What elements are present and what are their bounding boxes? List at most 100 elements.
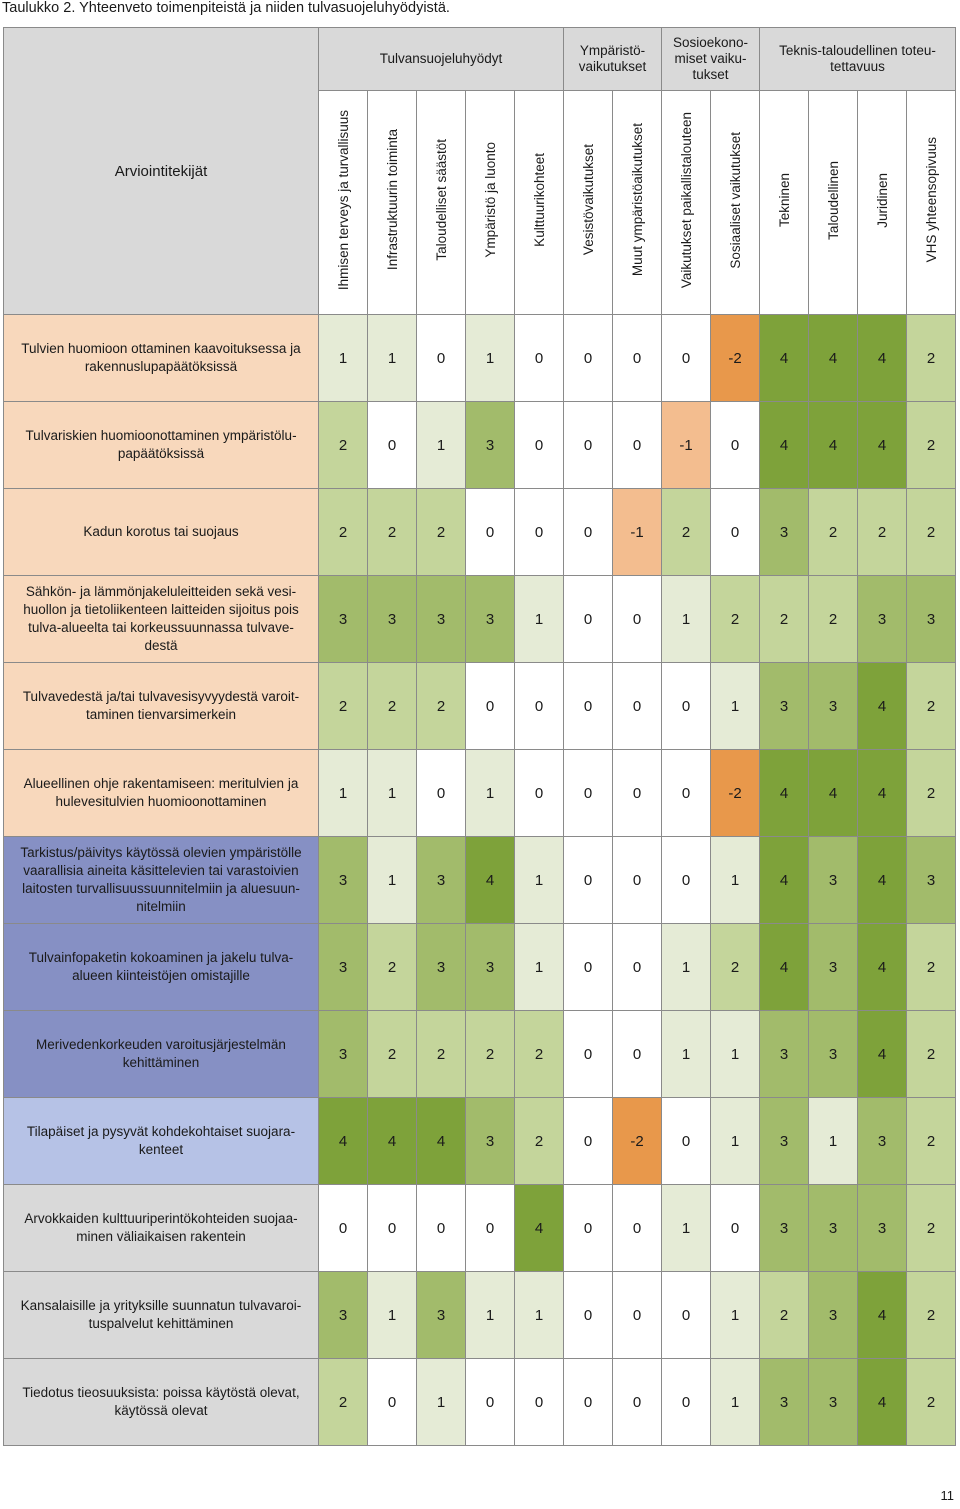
score-cell: 2 <box>367 923 417 1011</box>
score-cell: 1 <box>661 575 711 663</box>
score-cell: 0 <box>710 488 760 576</box>
score-cell: 3 <box>906 836 956 924</box>
column-header: Taloudelliset säästöt <box>416 90 466 315</box>
score-cell: 1 <box>514 1271 564 1359</box>
score-cell: 2 <box>857 488 907 576</box>
score-cell: 4 <box>759 836 809 924</box>
column-header-label: Muut ympäristöaikutukset <box>629 123 645 277</box>
score-cell: 0 <box>710 401 760 489</box>
score-cell: 4 <box>857 1271 907 1359</box>
column-header-label: Vesistövaikutukset <box>580 144 596 256</box>
group-header-flood-protection: Tulvansuojeluhyödyt <box>318 27 564 91</box>
score-cell: 0 <box>416 749 466 837</box>
score-cell: 0 <box>563 662 613 750</box>
measure-label: Tulvariskien huomioonottaminen ympäristö… <box>3 401 319 489</box>
score-cell: 2 <box>906 1358 956 1446</box>
score-cell: 4 <box>808 314 858 402</box>
score-cell: 1 <box>661 923 711 1011</box>
score-cell: 2 <box>759 575 809 663</box>
score-cell: 2 <box>906 1010 956 1098</box>
score-cell: 4 <box>367 1097 417 1185</box>
score-cell: 3 <box>759 1097 809 1185</box>
score-cell: 0 <box>661 836 711 924</box>
summary-table: Arviointitekijät Tulvansuojeluhyödyt Ymp… <box>3 27 956 1446</box>
score-cell: -2 <box>710 314 760 402</box>
score-cell: 0 <box>465 1358 515 1446</box>
measure-label: Tulvainfopaketin kokoaminen ja jakelu tu… <box>3 923 319 1011</box>
score-cell: 3 <box>857 575 907 663</box>
score-cell: 1 <box>710 836 760 924</box>
column-header: VHS yhteensopivuus <box>906 90 956 315</box>
score-cell: 4 <box>759 749 809 837</box>
measure-label: Alueellinen ohje rakentamiseen: meritulv… <box>3 749 319 837</box>
table-row: Alueellinen ohje rakentamiseen: meritulv… <box>3 749 956 837</box>
score-cell: 3 <box>759 488 809 576</box>
column-header-label: VHS yhteensopivuus <box>923 137 939 263</box>
score-cell: 2 <box>661 488 711 576</box>
score-cell: 2 <box>906 1271 956 1359</box>
score-cell: 0 <box>612 1010 662 1098</box>
score-cell: 3 <box>759 662 809 750</box>
score-cell: 1 <box>465 749 515 837</box>
score-cell: 3 <box>808 1358 858 1446</box>
score-cell: 3 <box>416 575 466 663</box>
score-cell: 0 <box>563 836 613 924</box>
score-cell: 2 <box>906 662 956 750</box>
score-cell: 0 <box>612 314 662 402</box>
score-cell: 2 <box>906 314 956 402</box>
table-row: Tulvariskien huomioonottaminen ympäristö… <box>3 401 956 489</box>
score-cell: 4 <box>808 401 858 489</box>
score-cell: 1 <box>318 314 368 402</box>
score-cell: 3 <box>416 1271 466 1359</box>
score-cell: 1 <box>514 836 564 924</box>
score-cell: 0 <box>367 1184 417 1272</box>
score-cell: 3 <box>808 662 858 750</box>
score-cell: 2 <box>416 1010 466 1098</box>
score-cell: 0 <box>563 1010 613 1098</box>
score-cell: 0 <box>563 575 613 663</box>
score-cell: 1 <box>808 1097 858 1185</box>
score-cell: 0 <box>563 1184 613 1272</box>
score-cell: 0 <box>563 401 613 489</box>
score-cell: 2 <box>367 1010 417 1098</box>
score-cell: 1 <box>367 314 417 402</box>
score-cell: 0 <box>563 488 613 576</box>
column-header: Muut ympäristöaikutukset <box>612 90 662 315</box>
score-cell: 4 <box>759 923 809 1011</box>
score-cell: 1 <box>465 314 515 402</box>
score-cell: 2 <box>367 662 417 750</box>
column-header: Juridinen <box>857 90 907 315</box>
measure-label: Tulvien huomioon ottaminen kaavoituksess… <box>3 314 319 402</box>
score-cell: 2 <box>318 1358 368 1446</box>
column-header-label: Juridinen <box>874 172 890 228</box>
measure-label: Arvokkaiden kulttuuriperintökohteiden su… <box>3 1184 319 1272</box>
score-cell: 2 <box>416 488 466 576</box>
score-cell: 3 <box>759 1010 809 1098</box>
score-cell: 0 <box>612 1184 662 1272</box>
score-cell: 3 <box>857 1184 907 1272</box>
score-cell: 4 <box>857 1358 907 1446</box>
score-cell: 0 <box>465 488 515 576</box>
score-cell: 0 <box>514 749 564 837</box>
score-cell: 4 <box>514 1184 564 1272</box>
score-cell: 0 <box>661 662 711 750</box>
score-cell: 0 <box>465 662 515 750</box>
score-cell: 1 <box>710 1271 760 1359</box>
score-cell: 3 <box>416 836 466 924</box>
column-header-label: Kulttuurikohteet <box>531 153 547 247</box>
score-cell: 0 <box>367 401 417 489</box>
score-cell: 0 <box>661 1271 711 1359</box>
score-cell: 2 <box>416 662 466 750</box>
score-cell: 0 <box>612 923 662 1011</box>
score-cell: 3 <box>416 923 466 1011</box>
score-cell: 0 <box>563 1271 613 1359</box>
column-header-label: Vaikutukset paikallistalouteen <box>678 111 694 289</box>
score-cell: 0 <box>465 1184 515 1272</box>
score-cell: 0 <box>563 923 613 1011</box>
score-cell: 0 <box>710 1184 760 1272</box>
measure-label: Kansalaisille ja yrityksille suunnatun t… <box>3 1271 319 1359</box>
score-cell: 2 <box>318 662 368 750</box>
column-header: Sosiaaliset vaikutukset <box>710 90 760 315</box>
score-cell: 4 <box>857 749 907 837</box>
score-cell: 2 <box>906 401 956 489</box>
